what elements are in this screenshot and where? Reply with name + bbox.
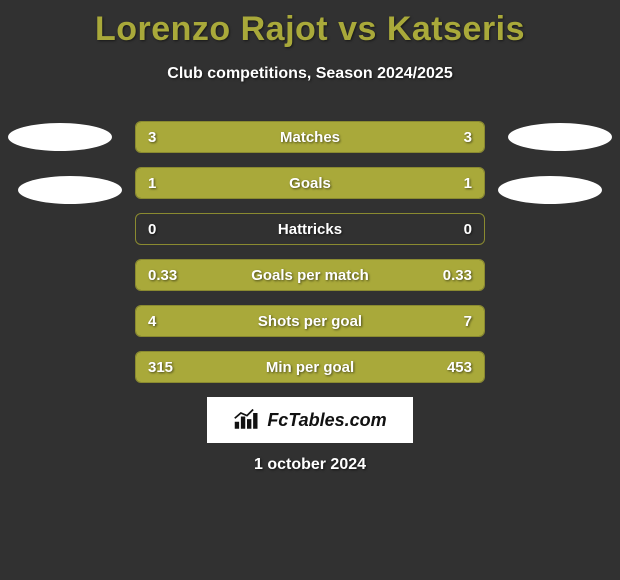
stat-fill-right <box>310 168 484 198</box>
bar-chart-icon <box>233 409 261 431</box>
stat-value-left: 0 <box>148 214 156 244</box>
stat-value-right: 0.33 <box>443 260 472 290</box>
brand-text: FcTables.com <box>267 410 386 431</box>
stat-row: 33Matches <box>135 121 485 153</box>
brand-badge: FcTables.com <box>207 397 413 443</box>
date-label: 1 october 2024 <box>0 456 620 474</box>
stat-label: Hattricks <box>136 214 484 244</box>
stat-row: 0.330.33Goals per match <box>135 259 485 291</box>
stat-row: 315453Min per goal <box>135 351 485 383</box>
stat-value-right: 3 <box>464 122 472 152</box>
stat-fill-right <box>310 122 484 152</box>
stat-fill-left <box>136 168 310 198</box>
stat-value-left: 4 <box>148 306 156 336</box>
page-subtitle: Club competitions, Season 2024/2025 <box>0 65 620 83</box>
stat-fill-right <box>261 306 484 336</box>
stats-container: 33Matches11Goals00Hattricks0.330.33Goals… <box>135 121 485 397</box>
stat-value-right: 453 <box>447 352 472 382</box>
stat-value-left: 0.33 <box>148 260 177 290</box>
stat-row: 47Shots per goal <box>135 305 485 337</box>
stat-fill-left <box>136 122 310 152</box>
avatar-left-2 <box>18 176 122 204</box>
page-title: Lorenzo Rajot vs Katseris <box>0 0 620 49</box>
stat-row: 0 0Hattricks <box>135 213 485 245</box>
stat-value-right: 7 <box>464 306 472 336</box>
stat-value-right: 1 <box>464 168 472 198</box>
avatar-right-2 <box>498 176 602 204</box>
stat-row: 11Goals <box>135 167 485 199</box>
stat-value-left: 1 <box>148 168 156 198</box>
avatar-right-1 <box>508 123 612 151</box>
stat-value-left: 315 <box>148 352 173 382</box>
stat-value-left: 3 <box>148 122 156 152</box>
stat-value-right: 0 <box>464 214 472 244</box>
avatar-left-1 <box>8 123 112 151</box>
